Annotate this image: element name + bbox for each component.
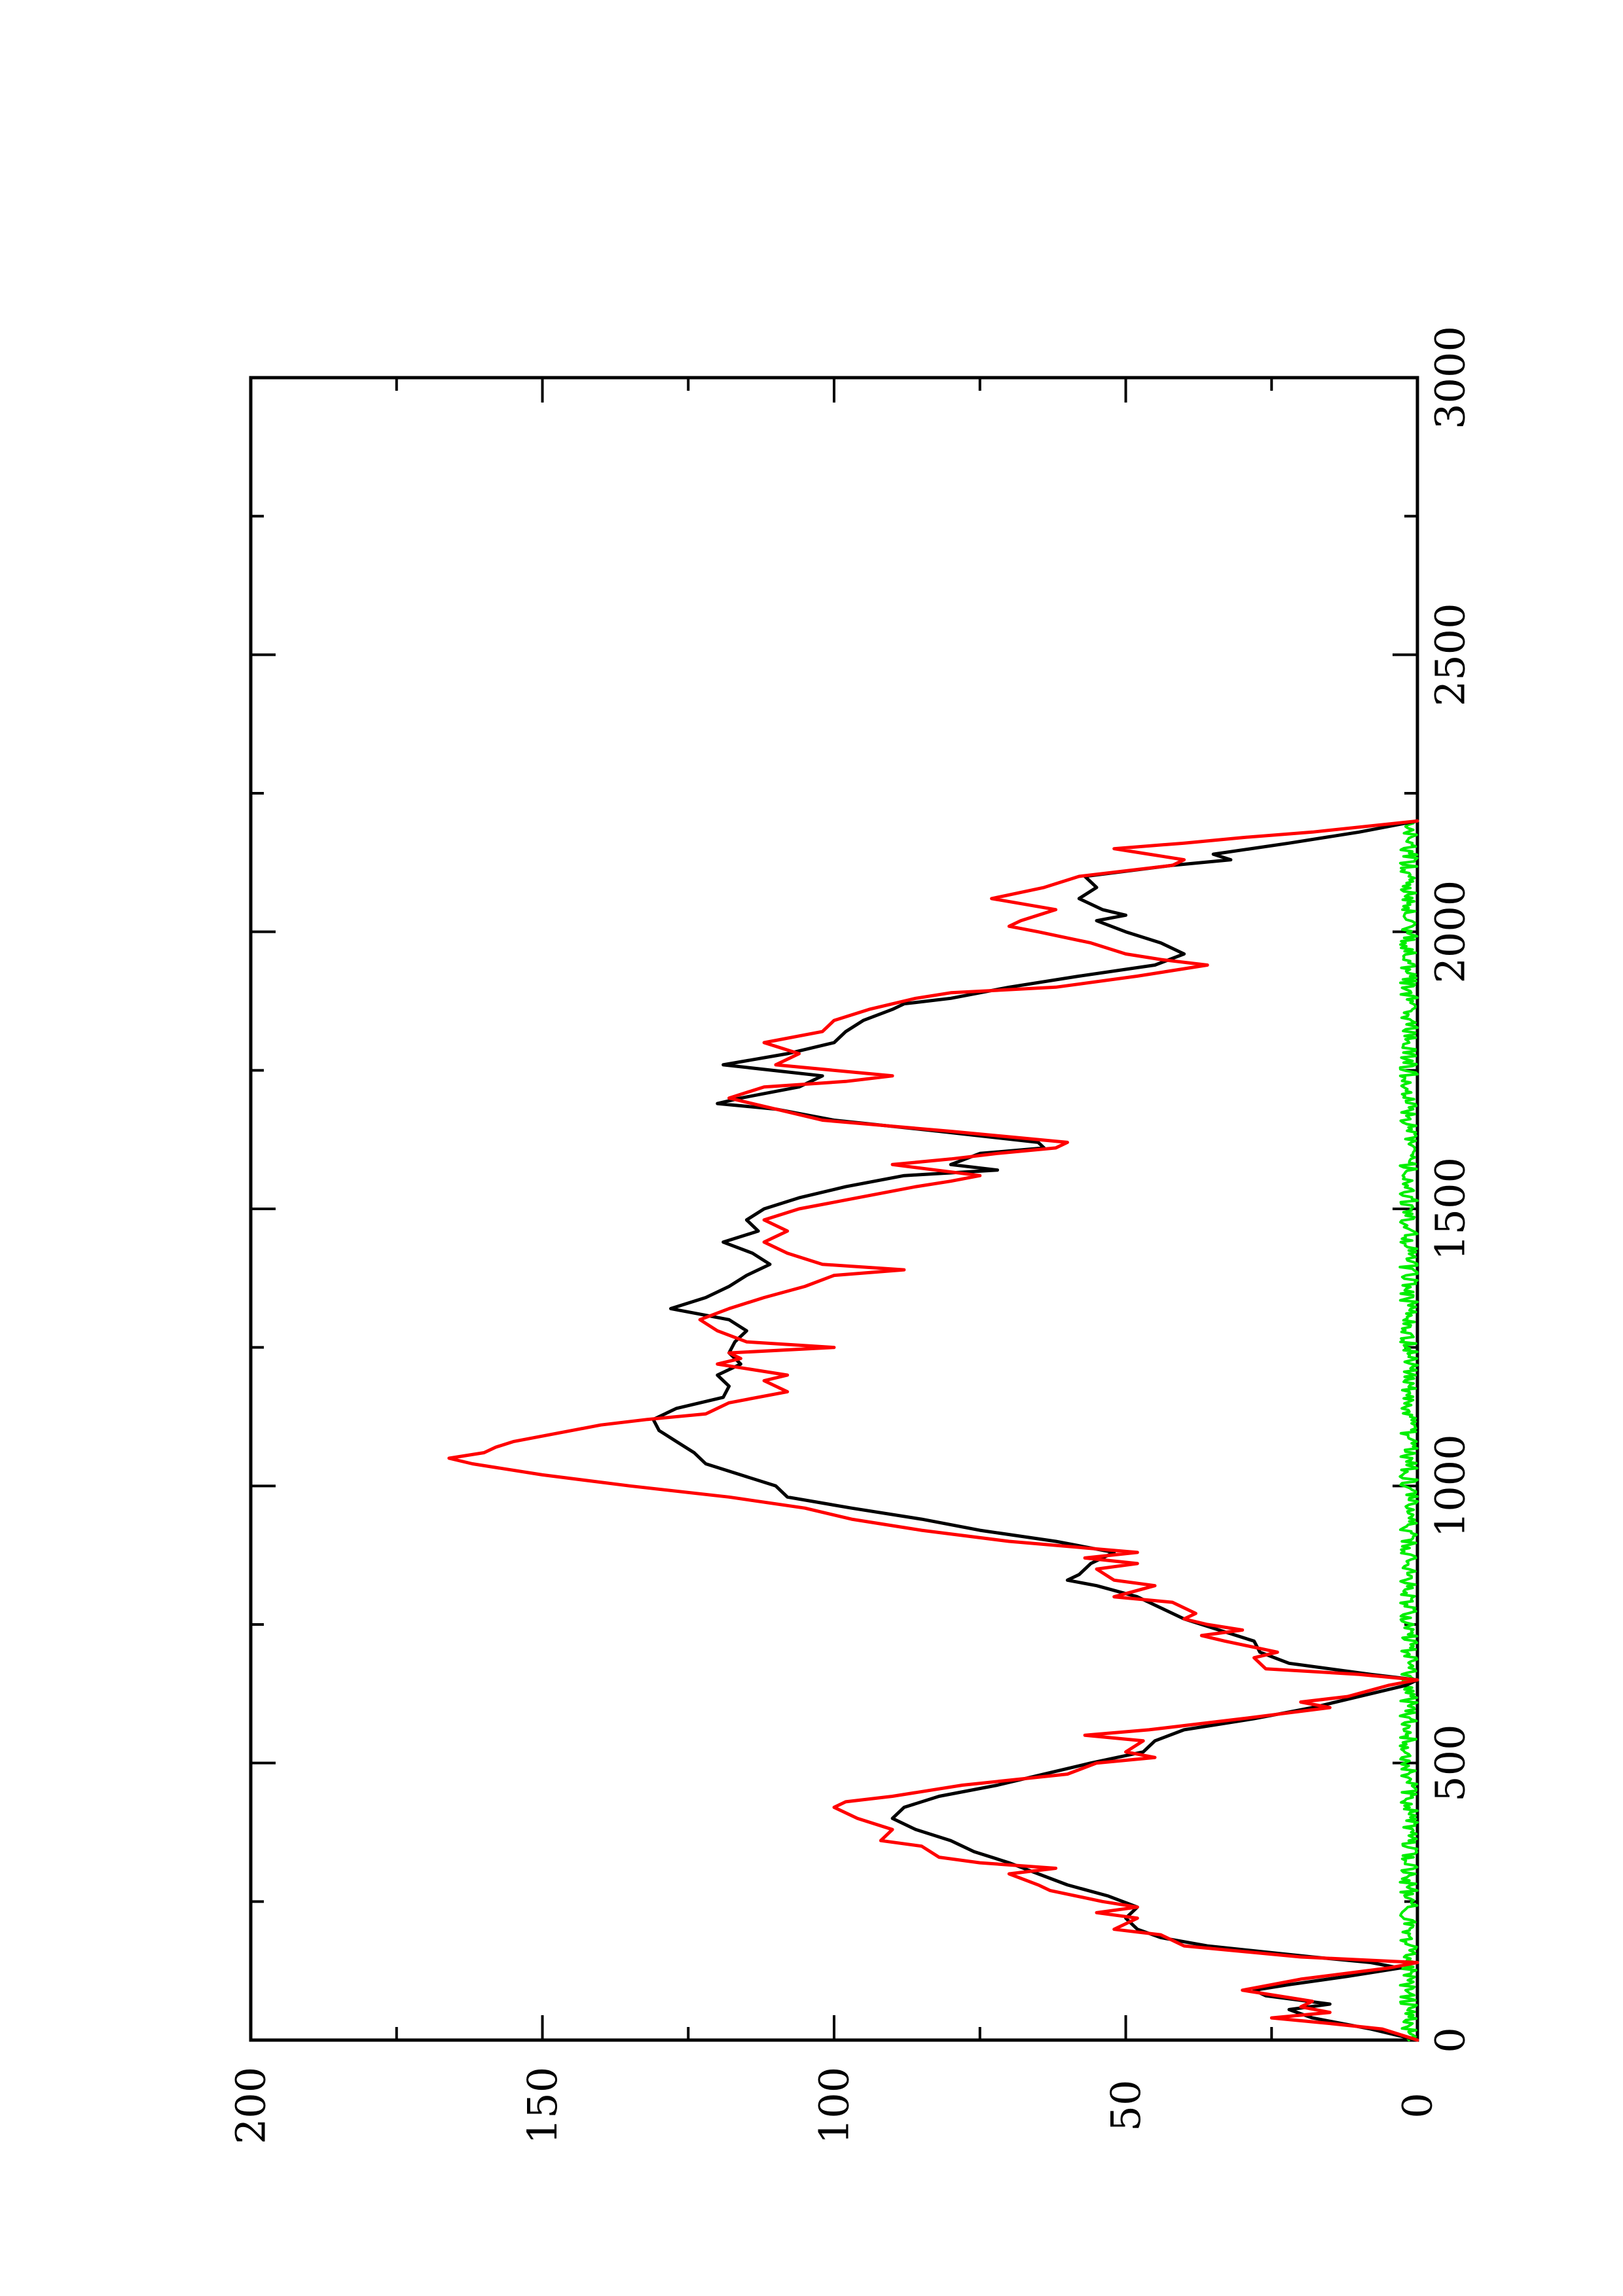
x-tick-label: 2000 xyxy=(1427,880,1474,984)
y-tick-label: 100 xyxy=(811,2067,858,2144)
x-tick-label: 0 xyxy=(1427,2027,1474,2053)
ticks xyxy=(249,376,1419,2041)
x-tick-label: 1500 xyxy=(1427,1157,1474,1261)
y-tick-label: 200 xyxy=(227,2067,275,2144)
x-tick-label: 3000 xyxy=(1427,326,1474,429)
x-tick-label: 500 xyxy=(1427,1724,1474,1801)
plot-frame xyxy=(249,376,1419,2042)
tick-labels: 0 500 1000 1500 2000 2500 3000 0 50 100 150 200 xyxy=(227,326,1474,2144)
y-tick-label: 0 xyxy=(1394,2092,1442,2118)
series-line xyxy=(651,819,1419,2042)
series-line xyxy=(1398,820,1419,2041)
x-tick-label: 1000 xyxy=(1427,1434,1474,1537)
series-line xyxy=(447,819,1419,2042)
y-tick-label: 50 xyxy=(1102,2080,1150,2132)
y-tick-label: 150 xyxy=(519,2067,566,2144)
x-tick-label: 2500 xyxy=(1427,603,1474,706)
series-layer xyxy=(447,819,1419,2042)
